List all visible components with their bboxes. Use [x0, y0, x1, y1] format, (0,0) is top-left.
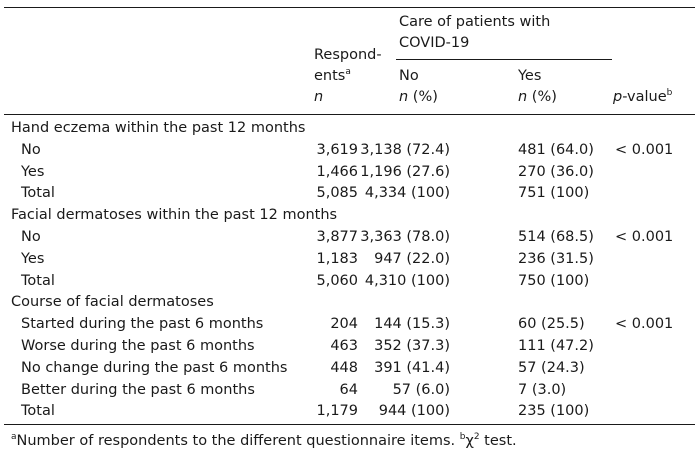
respondents-label-line1: Respond- [314, 47, 382, 63]
no-covid-cell: 3,138 (72.4) [360, 141, 450, 158]
no-covid-cell: 352 (37.3) [374, 338, 450, 354]
respondents-cell: 5,060 [316, 272, 358, 289]
p-value-header: p-valueb [613, 88, 673, 105]
table-row: Worse during the past 6 months 463 352 (37… [0, 335, 700, 357]
no-covid-cell: 391 (41.4) [374, 359, 450, 376]
section-label: Facial dermatoses within the past 12 mon… [11, 207, 338, 224]
row-label: No [21, 229, 41, 245]
table-row: Total 5,085 4,334 (100) 751 (100) [0, 182, 700, 204]
yes-covid-cell: 7 (3.0) [518, 381, 567, 398]
yes-covid-cell: 57 (24.3) [518, 359, 585, 376]
row-label: Total [21, 272, 55, 289]
yes-covid-cell: 111 (47.2) [518, 338, 594, 354]
no-covid-cell: 1,196 (27.6) [360, 163, 450, 180]
yes-column-header: Yes n (%) [518, 66, 557, 108]
row-label: Total [21, 403, 55, 420]
yes-covid-cell: 514 (68.5) [518, 229, 594, 245]
table-footnote: aNumber of respondents to the different … [11, 432, 517, 449]
row-label: Started during the past 6 months [21, 316, 264, 333]
yes-covid-cell: 235 (100) [518, 403, 590, 420]
respondents-label-line2: entsa [314, 67, 351, 84]
p-value-cell: < 0.001 [615, 229, 674, 245]
section-label: Hand eczema within the past 12 months [11, 120, 306, 136]
footnote-a-text: Number of respondents to the different q… [16, 433, 460, 449]
footnote-marker-a: a [345, 67, 351, 78]
respondents-unit: n [314, 89, 324, 105]
table-row: Started during the past 6 months 204 144 (… [0, 313, 700, 335]
yes-covid-cell: 236 (31.5) [518, 250, 594, 267]
table-header-rule [4, 114, 695, 115]
table-row: No 3,877 3,363 (78.0) 514 (68.5) < 0.001 [0, 226, 700, 248]
table-row: Total 5,060 4,310 (100) 750 (100) [0, 270, 700, 292]
footnote-marker-b: b [666, 88, 673, 99]
row-label: Yes [21, 163, 45, 180]
yes-covid-cell: 481 (64.0) [518, 141, 594, 158]
covid-group-header: Care of patients with COVID-19 [399, 12, 584, 54]
no-covid-cell: 144 (15.3) [374, 316, 450, 333]
chi-symbol: χ [465, 433, 474, 449]
no-covid-cell: 4,334 (100) [364, 185, 450, 202]
yes-column-unit: n (%) [518, 89, 557, 105]
table-top-rule [4, 7, 695, 8]
table-row: Yes 1,466 1,196 (27.6) 270 (36.0) [0, 161, 700, 183]
no-column-label: No [399, 68, 419, 84]
respondents-cell: 1,179 [316, 403, 358, 420]
table-bottom-rule [4, 424, 695, 425]
no-column-unit: n (%) [399, 89, 438, 105]
p-value-cell: < 0.001 [615, 141, 674, 158]
p-value-cell: < 0.001 [615, 316, 674, 333]
respondents-cell: 448 [330, 359, 358, 376]
section-row: Facial dermatoses within the past 12 mon… [0, 204, 700, 226]
yes-covid-cell: 60 (25.5) [518, 316, 585, 333]
row-label: Yes [21, 250, 45, 267]
no-covid-cell: 57 (6.0) [392, 381, 450, 398]
respondents-header: Respond- entsa n [314, 45, 382, 108]
yes-column-label: Yes [518, 68, 542, 84]
no-covid-cell: 944 (100) [378, 403, 450, 420]
table-row: Yes 1,183 947 (22.0) 236 (31.5) [0, 248, 700, 270]
respondents-cell: 204 [330, 316, 358, 333]
respondents-cell: 3,877 [316, 229, 358, 245]
yes-covid-cell: 270 (36.0) [518, 163, 594, 180]
table-row: No 3,619 3,138 (72.4) 481 (64.0) < 0.001 [0, 139, 700, 161]
respondents-cell: 463 [330, 338, 358, 354]
section-row: Hand eczema within the past 12 months [0, 117, 700, 139]
section-row: Course of facial dermatoses [0, 291, 700, 313]
yes-covid-cell: 751 (100) [518, 185, 590, 202]
no-covid-cell: 947 (22.0) [374, 250, 450, 267]
respondents-cell: 1,466 [316, 163, 358, 180]
covid-group-label: Care of patients with COVID-19 [399, 14, 551, 51]
row-label: Worse during the past 6 months [21, 338, 255, 354]
table-row: No change during the past 6 months 448 391… [0, 357, 700, 379]
table-row: Better during the past 6 months 64 57 (6.0… [0, 379, 700, 401]
respondents-cell: 3,619 [316, 141, 358, 158]
row-label: Better during the past 6 months [21, 381, 255, 398]
covid-group-rule [396, 59, 612, 60]
table-row: Total 1,179 944 (100) 235 (100) [0, 400, 700, 422]
no-covid-cell: 3,363 (78.0) [360, 229, 450, 245]
yes-covid-cell: 750 (100) [518, 272, 590, 289]
respondents-cell: 1,183 [316, 250, 358, 267]
respondents-cell: 5,085 [316, 185, 358, 202]
no-column-header: No n (%) [399, 66, 438, 108]
row-label: No change during the past 6 months [21, 359, 288, 376]
respondents-cell: 64 [339, 381, 358, 398]
section-label: Course of facial dermatoses [11, 294, 214, 311]
row-label: No [21, 141, 41, 158]
no-covid-cell: 4,310 (100) [364, 272, 450, 289]
footnote-b-text: test. [479, 433, 517, 449]
row-label: Total [21, 185, 55, 202]
